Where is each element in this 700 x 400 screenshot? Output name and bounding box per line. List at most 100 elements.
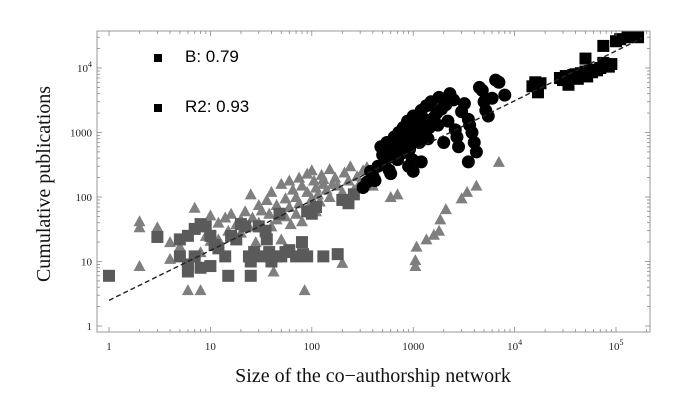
triangle-point xyxy=(295,179,308,191)
data-points xyxy=(103,31,645,296)
triangle-point xyxy=(244,188,257,200)
circle-point xyxy=(461,155,475,169)
circle-point xyxy=(421,132,435,146)
square-point xyxy=(255,250,268,263)
y-tick-label: 10 xyxy=(81,257,93,269)
circle-point xyxy=(457,97,471,111)
y-axis-title: Cumulative publications xyxy=(33,86,55,282)
triangle-point xyxy=(342,174,355,186)
square-point xyxy=(239,220,252,233)
triangle-point xyxy=(433,224,446,236)
triangle-point xyxy=(298,284,311,296)
circle-point xyxy=(437,135,451,149)
series-black-squares xyxy=(526,31,645,99)
square-point xyxy=(597,39,610,52)
square-marker-icon xyxy=(154,104,162,112)
triangle-point xyxy=(409,254,422,266)
x-axis-title: Size of the co−authorship network xyxy=(235,365,511,387)
triangle-point xyxy=(133,260,146,272)
square-point xyxy=(244,269,257,282)
triangle-point xyxy=(492,155,505,167)
series-dark-gray-squares xyxy=(103,188,360,282)
circle-point xyxy=(431,118,445,132)
square-point xyxy=(260,233,273,246)
triangle-point xyxy=(267,265,280,277)
triangle-point xyxy=(225,207,238,219)
triangle-point xyxy=(317,173,330,185)
triangle-point xyxy=(265,185,278,197)
triangle-point xyxy=(283,200,296,212)
triangle-point xyxy=(219,211,232,223)
circle-point xyxy=(406,164,420,178)
triangle-point xyxy=(331,179,344,191)
triangle-point xyxy=(305,192,318,204)
triangle-point xyxy=(164,236,177,248)
y-tick-label: 100 xyxy=(76,192,93,204)
circle-point xyxy=(403,142,417,156)
square-point xyxy=(181,265,194,278)
circle-point xyxy=(475,83,489,97)
square-point xyxy=(199,220,212,233)
square-point xyxy=(244,255,257,268)
square-point xyxy=(295,236,308,249)
triangle-point xyxy=(455,192,468,204)
square-point xyxy=(317,250,330,263)
triangle-point xyxy=(434,213,447,225)
square-point xyxy=(579,52,592,65)
triangle-point xyxy=(293,171,306,183)
r2-annotation: R2: 0.93 xyxy=(185,97,249,116)
triangle-point xyxy=(338,166,351,178)
circle-point xyxy=(450,130,464,144)
legend-annotations: B: 0.79 R2: 0.93 xyxy=(154,47,249,116)
square-point xyxy=(531,86,544,99)
triangle-point xyxy=(204,209,217,221)
triangle-point xyxy=(305,164,318,176)
triangle-point xyxy=(263,207,276,219)
triangle-point xyxy=(249,236,262,248)
triangle-point xyxy=(301,185,314,197)
square-point xyxy=(103,269,115,282)
triangle-point xyxy=(329,171,342,183)
axis-ticks xyxy=(97,31,650,332)
triangle-point xyxy=(279,192,292,204)
triangle-point xyxy=(255,204,268,216)
triangle-point xyxy=(212,216,225,228)
x-tick-label: 1 xyxy=(106,341,112,353)
square-point xyxy=(632,31,645,44)
square-point xyxy=(222,269,235,282)
triangle-point xyxy=(461,185,474,197)
square-point xyxy=(204,229,217,242)
triangle-point xyxy=(133,215,146,227)
square-point xyxy=(301,250,314,263)
square-point xyxy=(309,200,322,213)
triangle-point xyxy=(260,193,273,205)
square-point xyxy=(204,260,217,273)
triangle-point xyxy=(344,160,357,172)
slope-annotation: B: 0.79 xyxy=(185,47,239,66)
triangle-point xyxy=(164,252,177,264)
triangle-point xyxy=(323,163,336,175)
fit-line xyxy=(108,37,643,301)
triangle-point xyxy=(309,181,322,193)
triangle-point xyxy=(246,211,259,223)
circle-point xyxy=(414,155,428,169)
y-tick-label: 1 xyxy=(87,321,93,333)
circle-point xyxy=(452,140,466,154)
series-black-circles xyxy=(356,73,512,195)
square-marker-icon xyxy=(154,54,162,62)
triangle-point xyxy=(295,215,308,227)
square-point xyxy=(151,230,164,243)
triangle-point xyxy=(181,284,194,296)
triangle-point xyxy=(307,174,320,186)
triangle-point xyxy=(275,233,288,245)
circle-point xyxy=(469,145,483,159)
square-point xyxy=(194,261,207,274)
triangle-point xyxy=(151,221,164,233)
circle-point xyxy=(465,126,479,139)
square-point xyxy=(605,58,618,71)
x-tick-label: 100 xyxy=(304,341,321,353)
triangle-point xyxy=(194,284,207,296)
triangle-point xyxy=(409,260,422,272)
triangle-point xyxy=(283,174,296,186)
